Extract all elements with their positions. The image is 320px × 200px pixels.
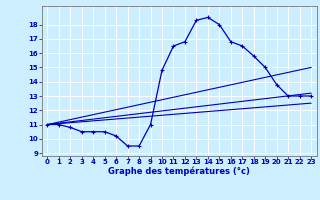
X-axis label: Graphe des températures (°c): Graphe des températures (°c) bbox=[108, 167, 250, 176]
